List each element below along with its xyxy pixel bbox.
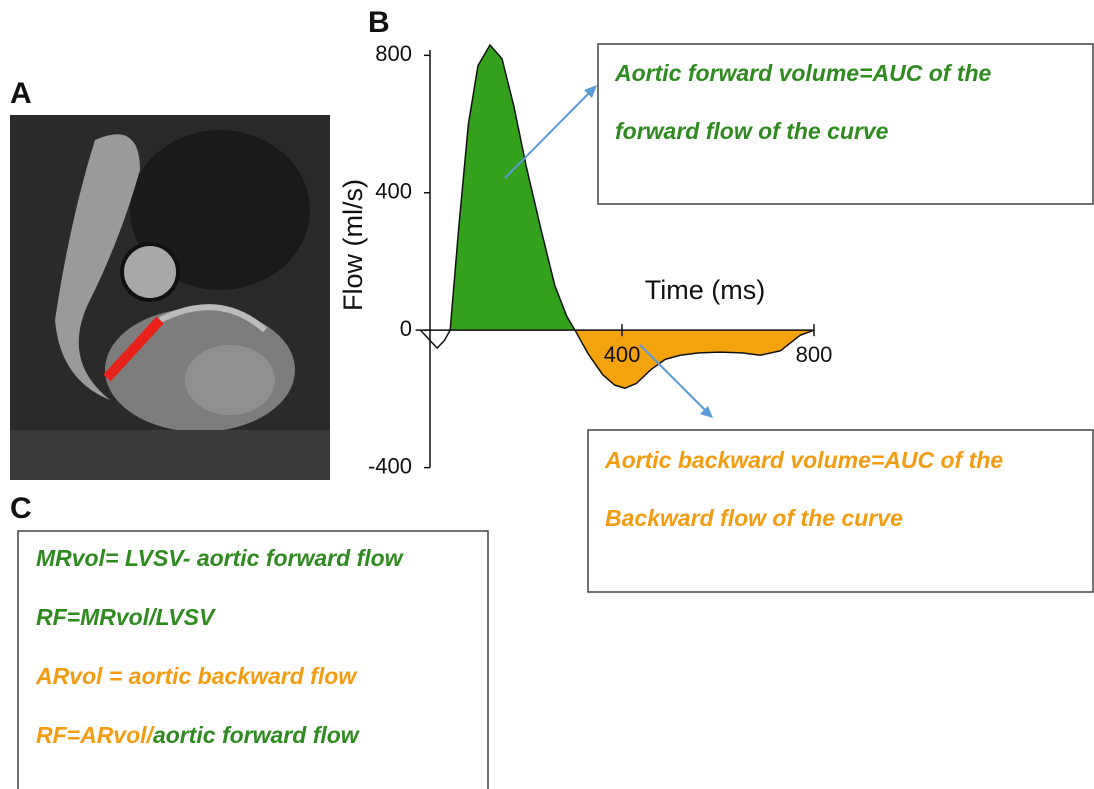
panel-label: C xyxy=(10,492,32,525)
x-tick-label: 800 xyxy=(796,342,833,367)
formula: RF=MRvol/LVSV xyxy=(36,604,216,630)
y-tick-label: -400 xyxy=(368,453,412,478)
arrowhead xyxy=(700,406,713,418)
forward-flow-area xyxy=(450,45,575,331)
panel-label: B xyxy=(368,6,390,39)
annotation-text: Aortic backward volume=AUC of the xyxy=(604,447,1003,473)
annotation-text: Aortic forward volume=AUC of the xyxy=(614,60,992,86)
formula-part: MRvol= LVSV- aortic forward flow xyxy=(36,545,405,571)
panel-label: A xyxy=(10,77,32,110)
annotation-box xyxy=(587,429,1094,593)
formula-part: RF=ARvol/ xyxy=(36,722,156,748)
y-tick-label: 0 xyxy=(400,316,412,341)
annotation-text: forward flow of the curve xyxy=(615,118,889,144)
arrow xyxy=(504,88,594,179)
formula-part: RF=MRvol/LVSV xyxy=(36,604,216,630)
texts: Aortic forward volume=AUC of the forward … xyxy=(35,60,1003,748)
x-tick-label: 400 xyxy=(604,342,641,367)
y-tick-label: 400 xyxy=(375,179,412,204)
flow-chart: -400 0 400 800 400 800 Time (ms) Flow (ml/s) xyxy=(338,41,832,478)
x-axis-title: Time (ms) xyxy=(645,275,765,305)
annotation-text: Backward flow of the curve xyxy=(605,505,903,531)
formula: ARvol = aortic backward flow xyxy=(35,663,358,689)
formula-part: ARvol = aortic backward flow xyxy=(35,663,358,689)
arrowhead xyxy=(584,85,597,98)
formula-box xyxy=(17,530,489,789)
formula: RF=ARvol/aortic forward flow xyxy=(36,722,361,748)
y-tick-label: 800 xyxy=(375,41,412,66)
annotation-box xyxy=(597,43,1094,205)
formula: MRvol= LVSV- aortic forward flow xyxy=(36,545,405,571)
mri-image xyxy=(10,115,330,480)
arrow xyxy=(639,344,710,415)
formula-part: aortic forward flow xyxy=(153,722,361,748)
y-axis-title: Flow (ml/s) xyxy=(338,179,368,311)
backward-flow-area xyxy=(574,330,814,389)
